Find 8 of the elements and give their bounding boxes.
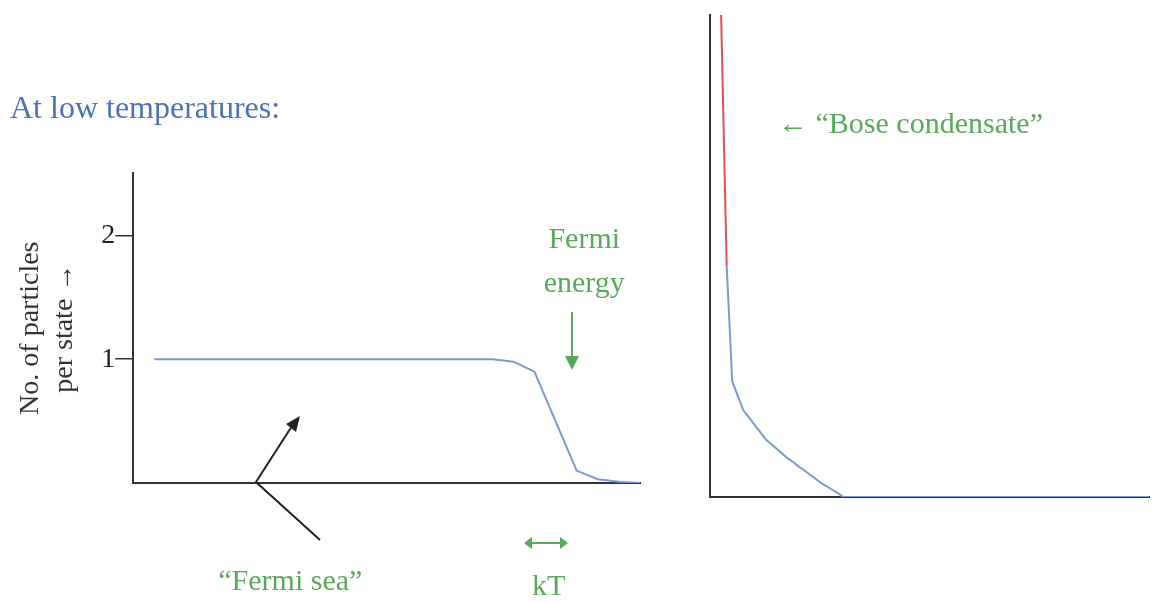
- chart-title: At low temperatures:: [10, 88, 281, 125]
- annotation: ← “Bose condensate”: [778, 105, 1043, 139]
- y-tick-label: 1: [101, 341, 116, 373]
- annotation: Fermi energy: [543, 221, 625, 299]
- y-axis-title: No. of particles per state →: [13, 241, 78, 415]
- y-tick-label: 2: [101, 217, 116, 249]
- text: “Fermi sea”: [218, 562, 363, 596]
- text: kT: [532, 567, 566, 601]
